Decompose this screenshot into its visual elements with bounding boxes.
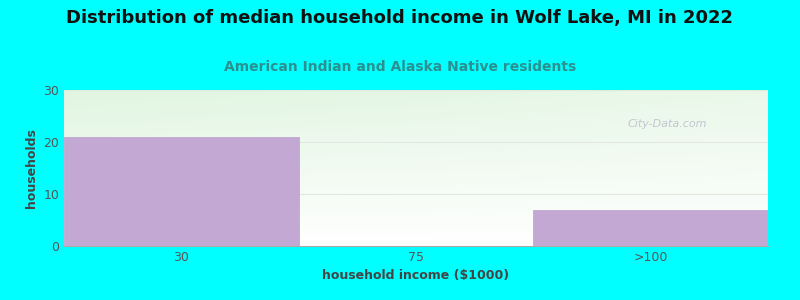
X-axis label: household income ($1000): household income ($1000) [322, 269, 510, 282]
Bar [534, 210, 768, 246]
Y-axis label: households: households [25, 128, 38, 208]
Bar [64, 137, 298, 246]
Text: American Indian and Alaska Native residents: American Indian and Alaska Native reside… [224, 60, 576, 74]
Text: Distribution of median household income in Wolf Lake, MI in 2022: Distribution of median household income … [66, 9, 734, 27]
Text: City-Data.com: City-Data.com [627, 119, 706, 129]
